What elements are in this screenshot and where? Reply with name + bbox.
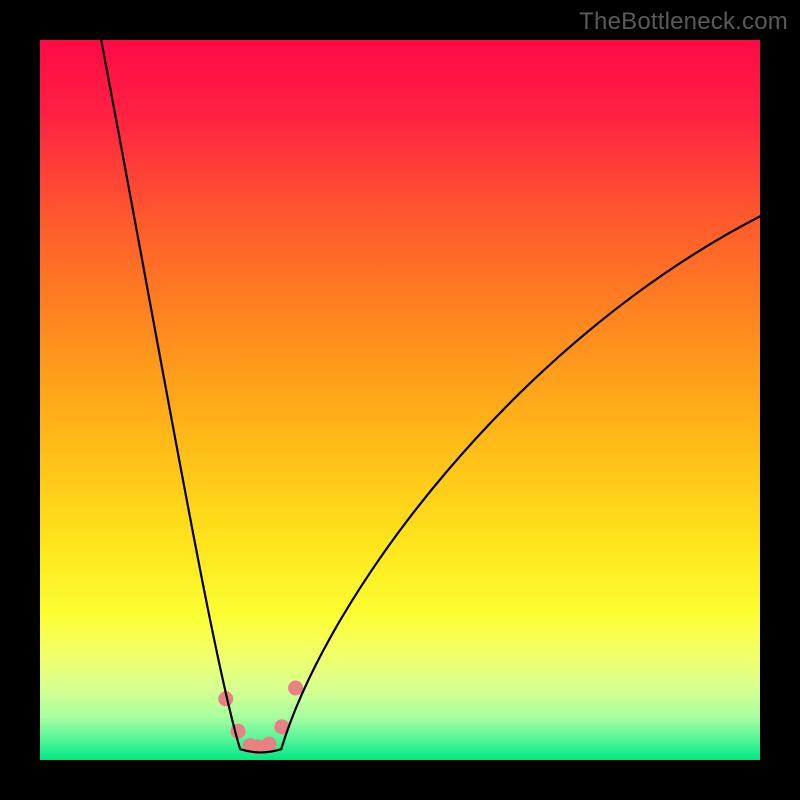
plot-area: [40, 40, 760, 760]
frame-right: [760, 0, 800, 800]
valley-marker: [261, 737, 276, 752]
valley-marker: [288, 681, 303, 696]
frame-left: [0, 0, 40, 800]
watermark-text: TheBottleneck.com: [579, 8, 788, 36]
bottleneck-curve: [101, 40, 760, 752]
chart-svg: [40, 40, 760, 760]
frame-bottom: [0, 760, 800, 800]
